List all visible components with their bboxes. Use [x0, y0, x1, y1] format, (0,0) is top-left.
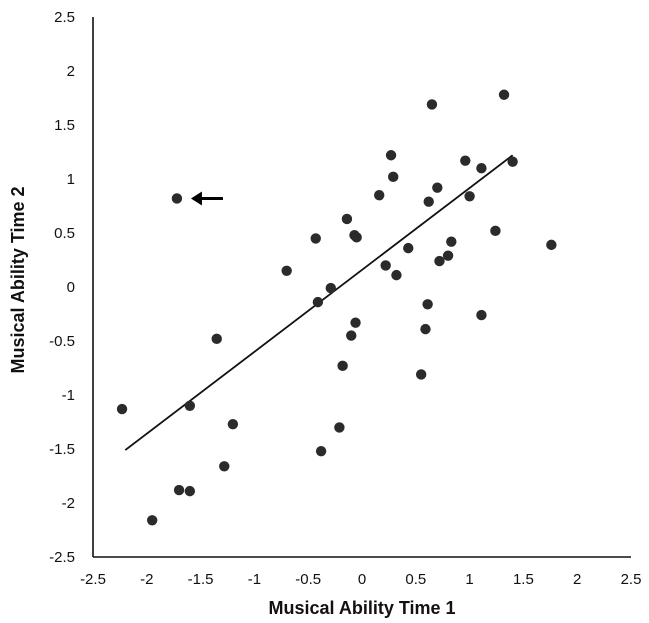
y-tick-label: -0.5: [49, 333, 75, 350]
data-point: [432, 182, 443, 193]
data-point: [184, 400, 196, 411]
x-tick-label: 1.5: [513, 571, 534, 588]
y-tick-label: -1: [62, 387, 75, 404]
y-tick-labels: 2.5 2 1.5 1 0.5 0 -0.5 -1 -1.5 -2 -2.5: [49, 9, 75, 566]
data-point: [423, 196, 434, 207]
y-tick-label: 1.5: [54, 117, 75, 134]
y-tick-label: -2.5: [49, 549, 75, 566]
data-point: [422, 299, 433, 310]
data-point: [346, 330, 357, 341]
data-point: [442, 250, 454, 261]
data-point: [350, 317, 361, 328]
data-point: [171, 193, 183, 204]
data-point: [341, 213, 353, 225]
data-point: [351, 232, 362, 243]
data-point: [434, 255, 445, 267]
y-tick-label: 0: [67, 279, 75, 296]
y-tick-label: 2: [67, 63, 75, 80]
y-tick-label: -2: [62, 495, 75, 512]
data-point: [490, 225, 501, 237]
x-tick-label: -2: [140, 571, 153, 588]
data-point: [464, 191, 475, 202]
data-point: [312, 296, 324, 308]
data-point: [310, 233, 321, 244]
data-point: [337, 360, 348, 372]
data-point: [507, 156, 518, 167]
data-point: [325, 282, 336, 294]
data-point: [281, 265, 292, 276]
y-tick-label: 2.5: [54, 9, 75, 26]
data-point: [446, 236, 457, 247]
x-tick-label: 2.5: [621, 571, 642, 588]
data-point: [211, 333, 222, 345]
x-tick-label: -2.5: [80, 571, 106, 588]
x-tick-label: 1: [465, 571, 473, 588]
data-point: [380, 260, 391, 271]
annotations: [190, 191, 223, 206]
data-point: [146, 515, 158, 526]
data-point: [173, 484, 185, 496]
x-tick-label: 0: [358, 571, 366, 588]
x-tick-label: 0.5: [405, 571, 426, 588]
y-tick-label: -1.5: [49, 441, 75, 458]
data-point: [116, 403, 128, 415]
data-point: [460, 155, 471, 166]
data-point: [385, 150, 397, 161]
data-point: [391, 269, 402, 281]
data-point: [476, 163, 487, 174]
x-tick-label: -1: [248, 571, 261, 588]
data-point: [420, 323, 431, 335]
data-point: [219, 461, 230, 472]
y-tick-label: 0.5: [54, 225, 75, 242]
y-tick-label: 1: [67, 171, 75, 188]
data-point: [426, 99, 438, 110]
data-point: [374, 190, 385, 201]
data-point: [388, 171, 399, 183]
x-tick-label: 2: [573, 571, 581, 588]
data-point: [498, 89, 510, 100]
data-point: [184, 485, 196, 497]
y-axis-title: Musical Ability Time 2: [8, 186, 28, 373]
x-tick-label: -0.5: [295, 571, 321, 588]
arrow-annotation: [190, 191, 223, 206]
x-tick-label: -1.5: [188, 571, 214, 588]
data-point: [334, 422, 345, 433]
x-tick-labels: -2.5 -2 -1.5 -1 -0.5 0 0.5 1 1.5 2 2.5: [80, 571, 641, 588]
data-point: [415, 369, 427, 380]
data-point: [403, 242, 414, 254]
x-axis-title: Musical Ability Time 1: [268, 598, 455, 618]
data-points: [116, 89, 557, 526]
data-point: [227, 418, 239, 430]
arrow-head: [190, 191, 202, 206]
data-point: [476, 309, 487, 321]
data-point: [546, 239, 557, 251]
data-point: [315, 445, 327, 457]
